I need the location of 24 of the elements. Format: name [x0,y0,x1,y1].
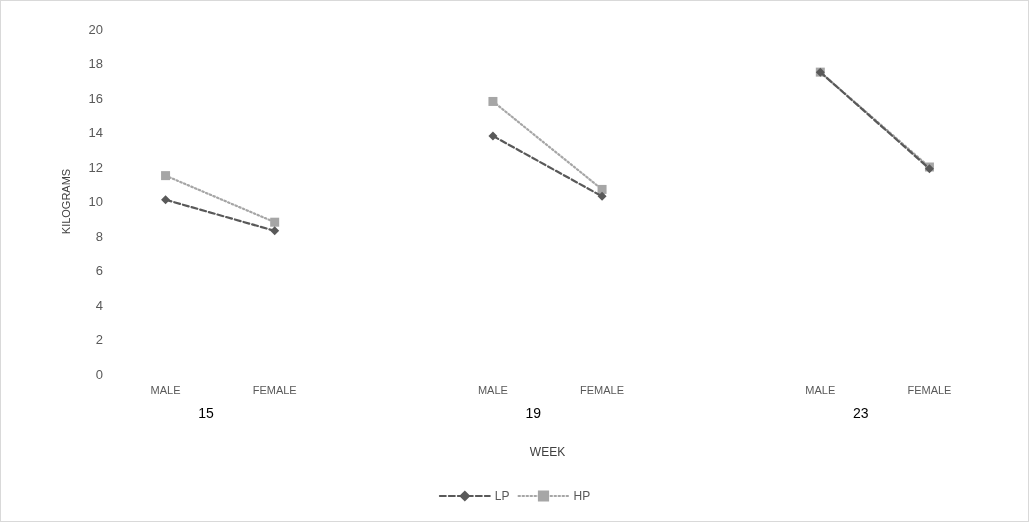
x-tick-label: MALE [805,383,836,396]
legend-label: LP [494,489,510,503]
text: 23 [852,405,869,421]
y-tick-label: 10 [88,194,103,209]
y-tick-label: 0 [95,366,103,382]
x-tick-label: MALE [150,383,181,396]
y-tick-label: 6 [95,263,103,278]
y-tick-label: 12 [88,159,103,175]
x-tick-label: FEMALE [252,383,297,396]
x-tick-label: FEMALE [907,383,952,396]
legend-label: HP [573,489,591,503]
y-tick-label: 2 [95,332,103,347]
y-tick-label: 4 [95,297,103,313]
y-tick-label: 14 [88,125,103,140]
x-axis-title: WEEK [529,445,566,459]
text: 15 [198,405,214,421]
y-tick-label: 16 [88,90,103,106]
y-tick-label: 18 [88,56,103,71]
x-tick-label: MALE [477,383,508,396]
y-tick-label: 20 [88,21,103,37]
x-tick-label: FEMALE [580,383,625,396]
y-axis-title: KILOGRAMS [59,168,72,235]
y-tick-label: 8 [95,228,103,244]
text: 19 [525,405,542,421]
